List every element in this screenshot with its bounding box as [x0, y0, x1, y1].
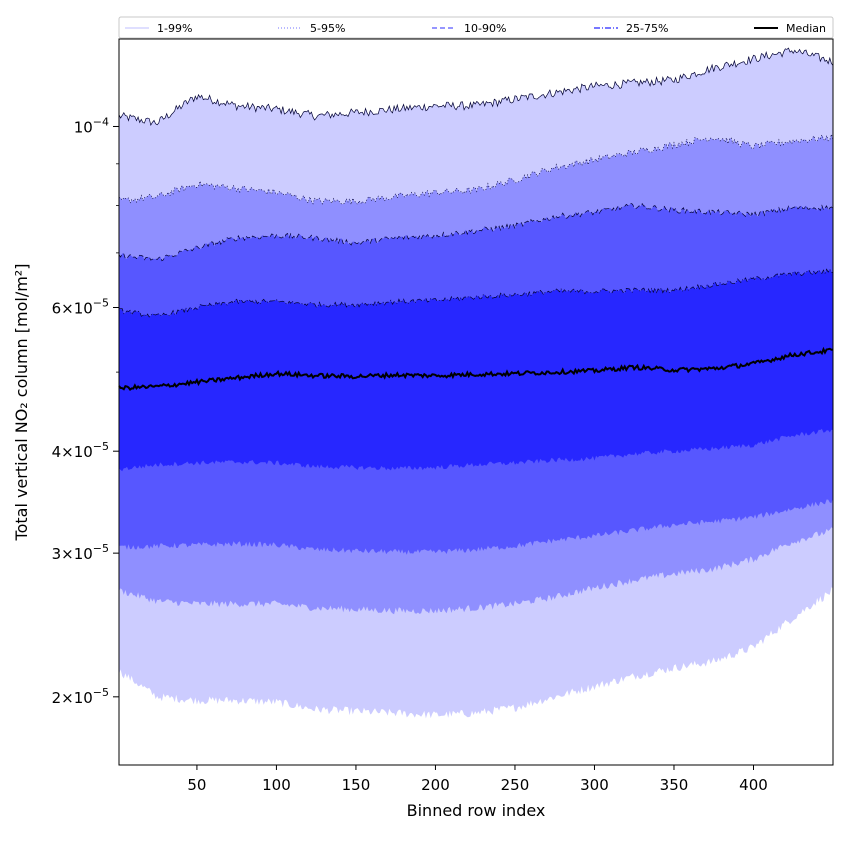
- band-25-75-upper-line: [118, 268, 834, 318]
- plot-area-frame: [118, 38, 834, 766]
- median-line: [118, 346, 834, 392]
- x-axis-title: Binned row index: [407, 801, 546, 820]
- y-tick-label: 10−4: [74, 115, 109, 136]
- y-tick-label: 3×10−5: [52, 542, 109, 563]
- x-axis: 50 100 150 200 250 300 350 400: [187, 765, 768, 794]
- legend-label: 25-75%: [626, 22, 668, 35]
- x-tick-label-50: 50: [187, 776, 206, 794]
- x-tick-label-400: 400: [739, 776, 768, 794]
- y-tick-label: 2×10−5: [52, 686, 109, 707]
- x-tick-label-300: 300: [580, 776, 609, 794]
- y-tick-label: 4×10−5: [52, 440, 109, 461]
- legend-label: 1-99%: [157, 22, 192, 35]
- legend-box: [118, 16, 834, 39]
- x-tick-label-100: 100: [262, 776, 291, 794]
- legend-label: Median: [786, 22, 826, 35]
- percentile-bands: [118, 47, 834, 719]
- band-25-75-fill: [119, 269, 833, 472]
- x-tick-label-250: 250: [501, 776, 530, 794]
- legend-label: 10-90%: [464, 22, 506, 35]
- x-tick-label-350: 350: [660, 776, 689, 794]
- legend-label: 5-95%: [310, 22, 345, 35]
- y-axis-title: Total vertical NO₂ column [mol/m²]: [12, 264, 31, 542]
- band-1-99-upper-line: [118, 47, 834, 127]
- x-tick-label-150: 150: [342, 776, 371, 794]
- median-series: [118, 346, 834, 392]
- y-axis: 2×10−5 3×10−5 4×10−5 6×10−5 10−4: [52, 115, 119, 707]
- x-tick-label-200: 200: [421, 776, 450, 794]
- legend: 1-99% 5-95% 10-90% 25-75% Median: [118, 16, 834, 39]
- y-tick-label: 6×10−5: [52, 297, 109, 318]
- band-10-90-upper-line: [118, 202, 834, 262]
